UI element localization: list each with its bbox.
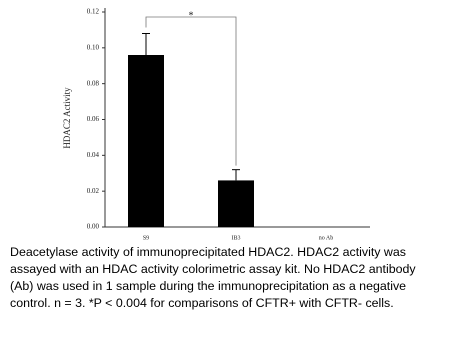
caption: Deacetylase activity of immunoprecipitat…: [10, 244, 450, 312]
caption-line: control. n = 3. *P < 0.004 for compariso…: [10, 296, 394, 310]
bar: [218, 180, 254, 227]
y-tick-label: 0.02: [87, 187, 100, 195]
y-tick-label: 0.06: [87, 115, 100, 123]
y-tick-label: 0.12: [87, 8, 100, 16]
y-tick-label: 0.00: [87, 223, 100, 231]
caption-line: assayed with an HDAC activity colorimetr…: [10, 262, 416, 276]
significance-mark: *: [189, 10, 194, 21]
y-tick-label: 0.04: [87, 151, 100, 159]
bar: [128, 55, 164, 227]
caption-line: Deacetylase activity of immunoprecipitat…: [10, 245, 406, 259]
x-tick-label: no Ab: [319, 235, 334, 241]
y-tick-label: 0.10: [87, 43, 100, 51]
x-tick-label: S9: [143, 235, 149, 241]
caption-line: (Ab) was used in 1 sample during the imm…: [10, 279, 407, 293]
x-tick-label: IB3: [232, 235, 241, 241]
y-tick-label: 0.08: [87, 79, 100, 87]
chart: HDAC2 Activity 0.00 0.02 0.04 0.06 0.08 0.10 0…: [62, 8, 370, 241]
significance-bracket: [145, 16, 237, 166]
y-axis-label: HDAC2 Activity: [62, 87, 72, 149]
